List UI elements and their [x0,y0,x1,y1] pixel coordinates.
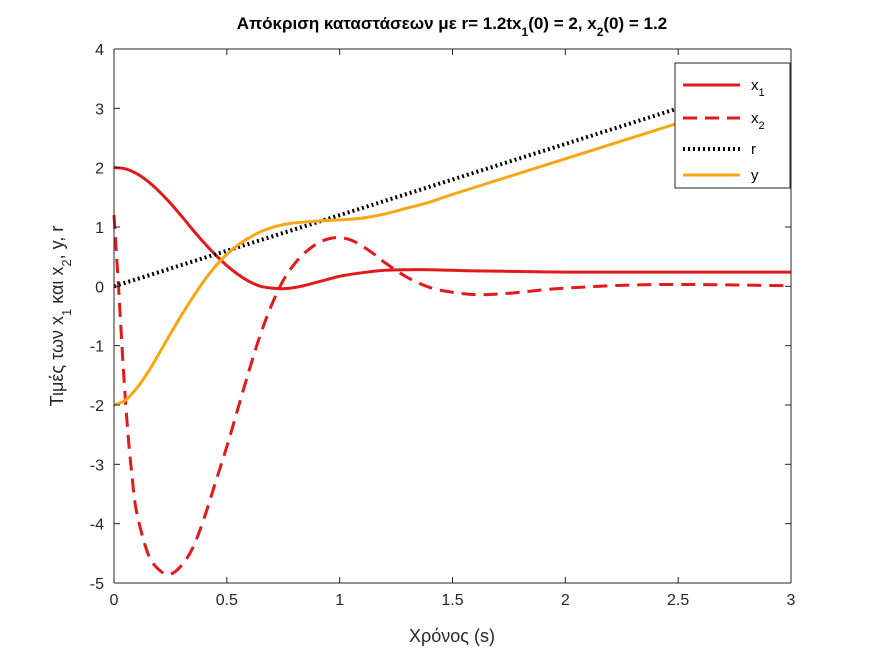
x-tick-label: 3 [787,592,796,609]
x-tick-label: 0 [110,592,119,609]
y-tick-label: -1 [90,339,104,356]
x-tick-label: 1 [335,592,344,609]
y-tick-label: -5 [90,576,104,593]
x-tick-label: 0.5 [216,592,238,609]
x-axis-label: Χρόνος (s) [409,626,495,646]
legend-box [674,62,791,189]
legend-label: y [751,167,759,184]
y-tick-label: -4 [90,517,104,534]
x-tick-label: 1.5 [441,592,463,609]
series-line-2 [112,215,792,576]
y-tick-label: 0 [95,279,104,296]
legend-label: r [751,141,756,158]
series-line-4 [113,86,792,407]
x-tick-label: 2 [561,592,570,609]
series-line-1 [113,166,791,291]
y-tick-label: 1 [95,220,104,237]
y-tick-label: 3 [95,101,104,118]
x-tick-label: 2.5 [667,592,689,609]
y-tick-label: 2 [95,161,104,178]
tick-layer: 0 0.5 1 1.5 2 2.5 3 -5 -4 -3 -2 -1 0 1 2 3 4 [90,42,796,609]
y-tick-label: -3 [90,457,104,474]
y-tick-label: -2 [90,398,104,415]
y-tick-label: 4 [95,42,104,59]
